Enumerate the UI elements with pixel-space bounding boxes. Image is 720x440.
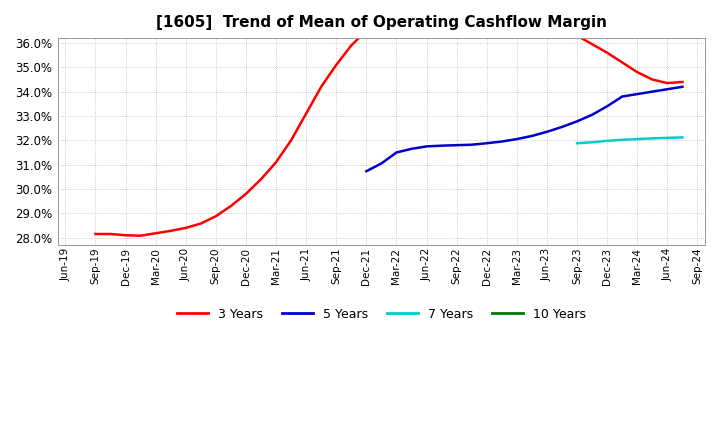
Title: [1605]  Trend of Mean of Operating Cashflow Margin: [1605] Trend of Mean of Operating Cashfl… [156, 15, 607, 30]
Legend: 3 Years, 5 Years, 7 Years, 10 Years: 3 Years, 5 Years, 7 Years, 10 Years [171, 303, 591, 326]
